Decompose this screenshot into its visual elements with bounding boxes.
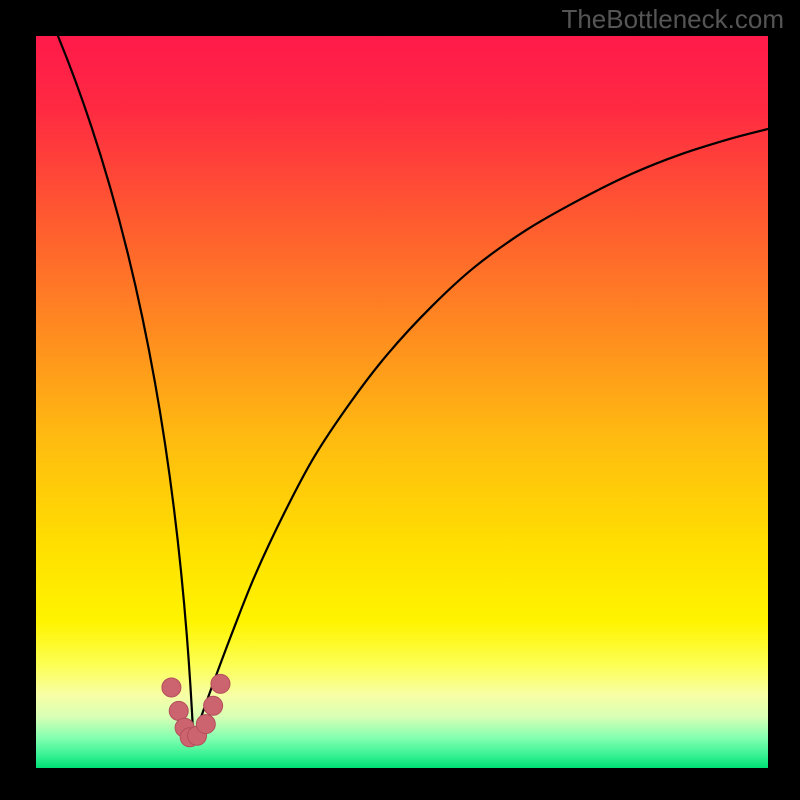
marker-dot — [204, 696, 223, 715]
chart-svg — [36, 36, 768, 768]
marker-dot — [196, 715, 215, 734]
gradient-background — [36, 36, 768, 768]
watermark-text: TheBottleneck.com — [561, 4, 784, 35]
marker-dot — [162, 678, 181, 697]
marker-dot — [211, 674, 230, 693]
chart-frame: TheBottleneck.com — [0, 0, 800, 800]
marker-dot — [169, 701, 188, 720]
plot-area — [36, 36, 768, 768]
